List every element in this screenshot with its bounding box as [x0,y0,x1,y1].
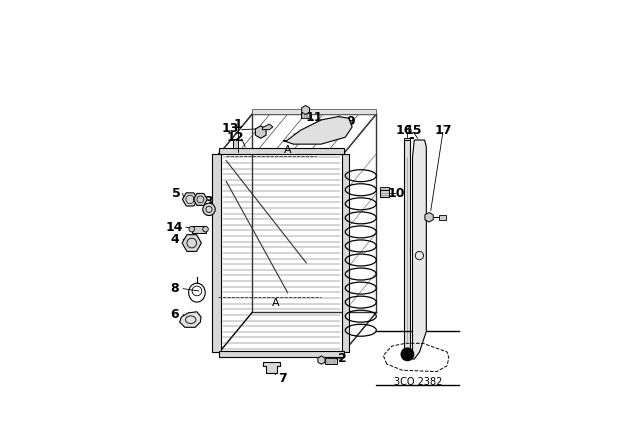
Text: 9: 9 [346,115,355,128]
Bar [212,154,221,352]
Text: 6: 6 [170,308,179,321]
Polygon shape [180,312,201,327]
Polygon shape [263,362,280,373]
Text: 17: 17 [434,124,452,137]
Bar [380,187,389,190]
Text: 13: 13 [221,122,239,135]
Bar [325,358,337,363]
Bar [301,112,310,118]
Bar [439,215,445,220]
Text: 5: 5 [172,187,180,200]
Text: 15: 15 [405,124,422,137]
Bar [220,147,344,154]
Text: 12: 12 [226,131,244,144]
Polygon shape [404,137,413,140]
Polygon shape [283,116,352,144]
Bar [380,190,389,198]
Bar [404,140,410,359]
Text: A: A [284,145,291,155]
Polygon shape [413,140,426,359]
Text: 10: 10 [387,187,404,201]
Text: 16: 16 [396,124,413,137]
Text: 8: 8 [170,282,179,295]
Bar [220,351,344,358]
Circle shape [203,226,208,232]
Text: 4: 4 [170,233,179,246]
Text: 3CO 2382: 3CO 2382 [394,377,442,387]
Text: 1: 1 [234,118,243,131]
Circle shape [203,203,215,215]
Bar [342,154,349,352]
Text: 11: 11 [305,111,323,124]
Polygon shape [262,124,273,129]
Text: 2: 2 [339,352,348,365]
Text: 14: 14 [166,221,183,234]
Bar [252,109,376,114]
Text: 7: 7 [278,371,287,384]
Circle shape [189,226,195,232]
Text: A: A [271,298,279,308]
Bar [233,139,238,147]
Text: 3: 3 [205,195,213,208]
Circle shape [401,348,413,361]
Polygon shape [192,226,205,233]
